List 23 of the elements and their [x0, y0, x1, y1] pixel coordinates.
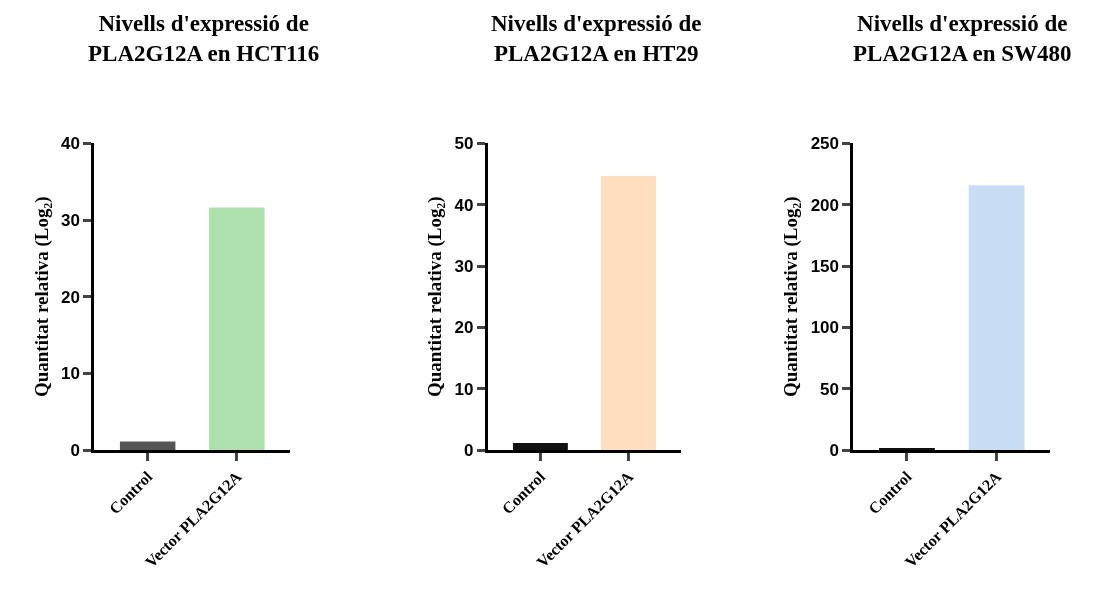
- y-tick-label: 200: [810, 195, 840, 215]
- y-tick-label: 40: [61, 134, 81, 154]
- chart-title: Nivells d'expressió de PLA2G12A en HCT116: [88, 11, 320, 66]
- y-tick-label: 40: [454, 195, 474, 215]
- chart-title: Nivells d'expressió de PLA2G12A en HT29: [491, 11, 702, 66]
- y-tick-label: 250: [810, 134, 840, 154]
- y-tick-label: 50: [454, 134, 474, 154]
- y-axis-title: Quantitat relativa (Log₂): [424, 196, 447, 398]
- y-tick-label: 10: [61, 364, 81, 384]
- y-tick-label: 0: [70, 441, 81, 461]
- y-tick-label: 100: [810, 318, 840, 338]
- y-tick-label: 50: [820, 379, 840, 399]
- y-tick-label: 0: [463, 441, 474, 461]
- y-tick-label: 30: [61, 210, 81, 230]
- y-tick-label: 20: [61, 287, 81, 307]
- y-tick-label: 150: [810, 257, 840, 276]
- y-tick-label: 0: [829, 441, 840, 461]
- y-tick-label: 30: [454, 257, 474, 276]
- chart-title: Nivells d'expressió de PLA2G12A en SW480: [853, 11, 1072, 66]
- y-axis-title: Quantitat relativa (Log₂): [780, 196, 803, 398]
- y-tick-label: 10: [454, 379, 474, 399]
- y-axis-title: Quantitat relativa (Log₂): [30, 196, 53, 398]
- y-tick-label: 20: [454, 318, 474, 338]
